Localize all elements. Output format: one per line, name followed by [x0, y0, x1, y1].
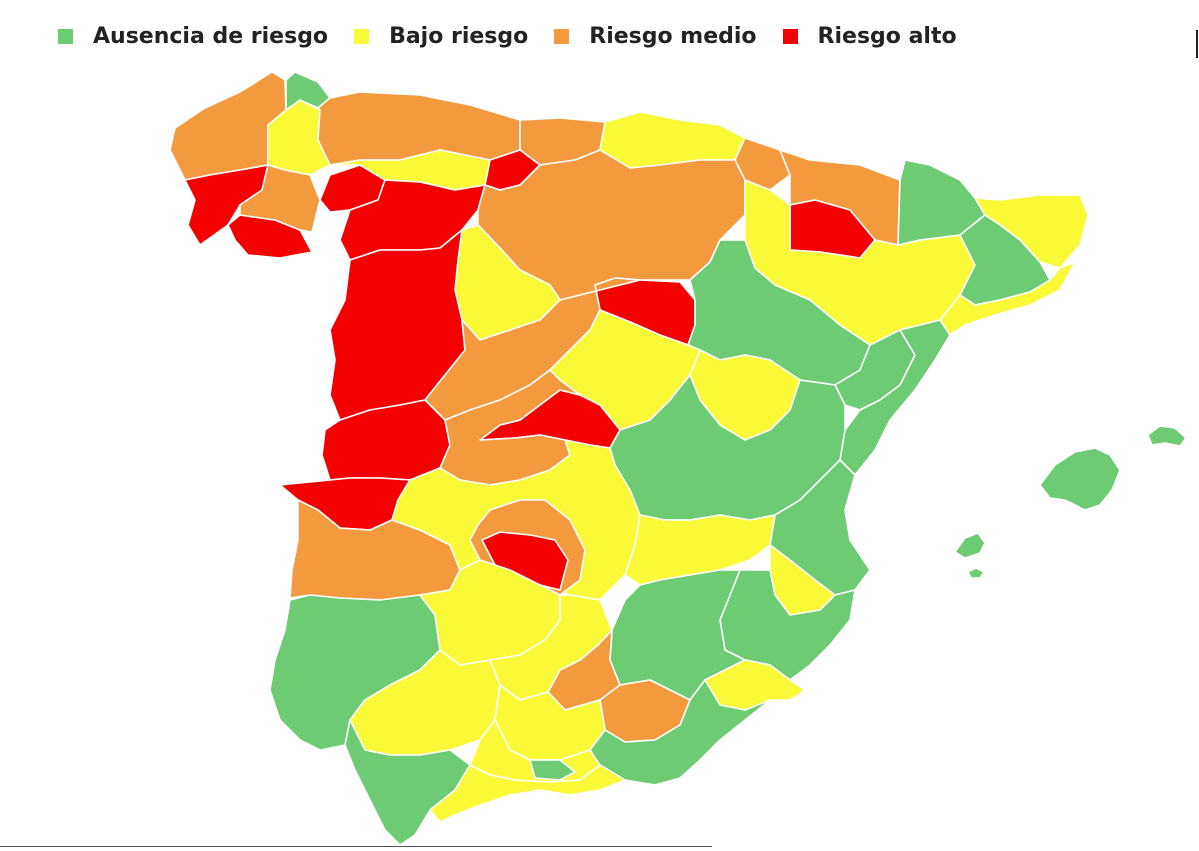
legend-label-low: Bajo riesgo	[389, 23, 529, 49]
legend-swatch-medium	[554, 28, 570, 44]
legend-item-high: Riesgo alto	[782, 23, 957, 49]
right-edge-rule	[1196, 30, 1198, 58]
legend-swatch-high	[782, 28, 798, 44]
legend-item-none: Ausencia de riesgo	[58, 24, 328, 49]
region-ibiza	[954, 532, 986, 559]
legend-label-none: Ausencia de riesgo	[93, 23, 329, 49]
legend-label-medium: Riesgo medio	[589, 23, 757, 49]
region-mallorca	[1039, 447, 1121, 511]
region-asturias	[317, 91, 521, 166]
legend-swatch-none	[58, 28, 73, 44]
region-lleida	[939, 261, 1076, 336]
region-galicia-ourense	[239, 164, 321, 233]
map-legend: Ausencia de riesgo Bajo riesgo Riesgo me…	[58, 18, 983, 54]
spain-risk-map	[169, 71, 1187, 846]
legend-swatch-low	[354, 28, 370, 44]
region-formentera	[967, 567, 985, 579]
bottom-rule	[0, 846, 712, 847]
legend-item-low: Bajo riesgo	[354, 24, 528, 49]
region-malaga-green	[529, 759, 576, 781]
legend-item-medium: Riesgo medio	[554, 23, 757, 49]
region-malaga	[429, 764, 626, 823]
region-menorca	[1147, 425, 1187, 447]
region-albacete	[624, 514, 776, 586]
legend-label-high: Riesgo alto	[817, 23, 957, 49]
region-murcia-south	[704, 659, 806, 711]
